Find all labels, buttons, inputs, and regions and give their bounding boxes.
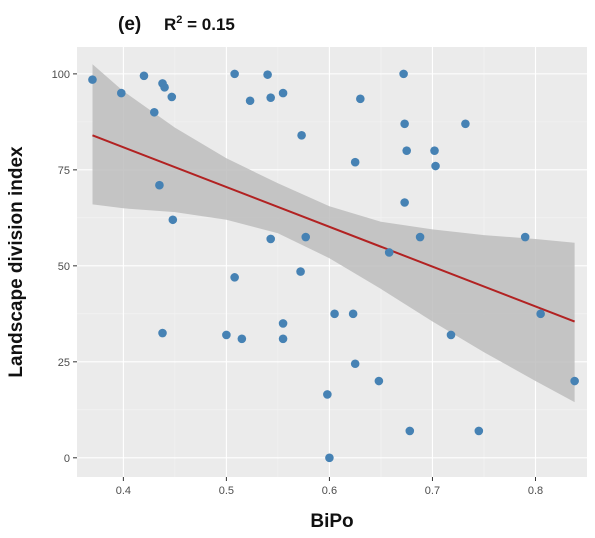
data-point — [356, 94, 365, 104]
data-point — [230, 69, 239, 79]
y-axis-title: Landscape division index — [6, 146, 27, 378]
data-point — [297, 131, 306, 140]
data-point — [570, 376, 579, 386]
data-point — [160, 83, 169, 92]
data-point — [88, 75, 97, 84]
data-point — [149, 107, 159, 117]
fit-line-layer — [92, 134, 575, 323]
data-point — [374, 376, 384, 386]
data-point — [117, 88, 126, 98]
data-point — [446, 330, 456, 340]
x-tick-label: 0.5 — [219, 485, 234, 497]
y-tick-label: 0 — [64, 453, 70, 465]
data-point — [222, 330, 231, 340]
data-point — [245, 96, 255, 106]
confidence-band — [92, 64, 575, 403]
data-point — [400, 198, 409, 207]
data-point — [168, 215, 178, 225]
y-tick-label: 25 — [58, 357, 70, 369]
data-point — [278, 334, 288, 344]
x-tick-label: 0.7 — [425, 485, 440, 497]
x-tick-label: 0.8 — [528, 485, 543, 497]
x-axis-title: BiPo — [310, 511, 353, 532]
data-point — [266, 234, 275, 244]
data-point — [384, 248, 394, 257]
data-point — [415, 232, 425, 242]
data-point — [348, 309, 358, 319]
data-point — [278, 319, 288, 328]
x-tick-label: 0.6 — [322, 485, 337, 497]
r-squared-annotation: R2 = 0.15 — [164, 14, 235, 34]
data-point — [402, 146, 411, 155]
data-point — [323, 390, 332, 399]
data-point — [520, 232, 530, 242]
data-point — [301, 232, 311, 242]
data-point — [158, 328, 167, 338]
data-point — [278, 88, 288, 98]
data-point — [431, 161, 440, 171]
data-point — [461, 119, 470, 129]
data-point — [266, 93, 275, 102]
panel-label: (e) — [118, 14, 141, 35]
regression-line — [92, 134, 575, 323]
data-point — [237, 334, 247, 344]
data-point — [139, 71, 149, 81]
data-point — [399, 69, 408, 79]
data-point — [167, 92, 177, 102]
data-point — [430, 146, 439, 155]
data-point — [155, 180, 164, 190]
x-axis-ticks: 0.4 0.5 0.6 0.7 0.8 — [116, 477, 543, 497]
y-tick-label: 50 — [58, 261, 70, 273]
data-point — [263, 70, 272, 79]
data-point — [230, 273, 239, 282]
data-point — [405, 426, 415, 436]
data-point — [400, 119, 409, 129]
data-point — [474, 426, 484, 436]
x-tick-label: 0.4 — [116, 485, 131, 497]
data-point — [350, 157, 360, 167]
data-point — [350, 359, 360, 369]
y-axis-ticks: 0 25 50 75 100 — [52, 69, 77, 465]
data-point — [296, 267, 305, 276]
y-tick-label: 100 — [52, 69, 70, 81]
data-point — [536, 309, 545, 319]
y-tick-label: 75 — [58, 165, 70, 177]
confidence-band-layer — [92, 64, 575, 403]
points-layer — [88, 69, 579, 463]
data-point — [325, 453, 334, 463]
data-point — [330, 309, 339, 319]
